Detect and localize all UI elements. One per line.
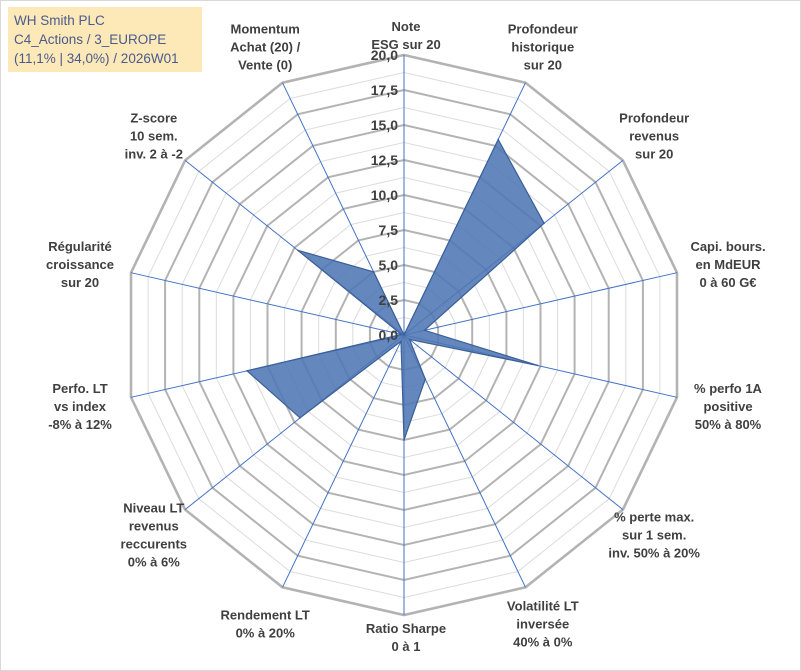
axis-label-line: Z-score	[130, 111, 177, 126]
axis-label: Momentum Achat (20) / Vente (0)	[230, 22, 300, 73]
axis-label: Profondeur revenus sur 20	[619, 111, 689, 162]
axis-label-line: 10 sem.	[130, 129, 178, 144]
axis-label: Volatilité LT inversée 40% à 0%	[507, 598, 579, 649]
axis-label-line: inv. 50% à 20%	[608, 546, 700, 561]
data-point	[403, 439, 405, 441]
tick-label: 15,0	[371, 117, 398, 133]
axis-label-line: inv. 2 à -2	[125, 147, 183, 162]
axis-label: Note ESG sur 20	[371, 19, 440, 52]
tick-label: 5,0	[379, 257, 399, 273]
period-label: (11,1% | 34,0%) / 2026W01	[14, 51, 179, 66]
data-point	[400, 340, 402, 343]
data-point	[424, 378, 427, 380]
axis-label: Profondeur historique sur 20	[508, 22, 578, 73]
axis-label-line: vs index	[54, 399, 107, 414]
chart-title-box: WH Smith PLC C4_Actions / 3_EUROPE (11,1…	[8, 7, 202, 72]
axis-label-line: Capi. bours.	[690, 239, 765, 254]
axis-label-line: Profondeur	[619, 111, 689, 126]
axis-label-line: revenus	[129, 519, 179, 534]
axis-label-line: -8% à 12%	[48, 417, 112, 432]
axis-label-line: Profondeur	[508, 22, 578, 37]
axis-label-line: Volatilité LT	[507, 598, 579, 613]
data-point	[537, 364, 539, 367]
axis-label-line: 40% à 0%	[513, 634, 573, 649]
axis-label-line: 50% à 80%	[695, 417, 762, 432]
axis-label-line: Momentum	[231, 22, 300, 37]
axis-label-line: sur 20	[635, 147, 673, 162]
tick-label: 2,5	[379, 292, 399, 308]
axis-label-line: 0% à 6%	[128, 555, 180, 570]
axis-spoke	[130, 272, 405, 336]
axis-label-line: ESG sur 20	[371, 37, 440, 52]
axis-spoke	[403, 334, 624, 510]
axis-label-line: sur 20	[61, 275, 99, 290]
axis-label-line: positive	[703, 399, 752, 414]
axis-label-line: 0 à 1	[392, 639, 421, 654]
axis-spoke	[282, 334, 405, 588]
axis-label: % perfo 1A positive 50% à 80%	[694, 381, 763, 432]
axis-label-line: Régularité	[48, 239, 112, 254]
axis-label: Z-score 10 sem. inv. 2 à -2	[125, 111, 183, 162]
tick-label: 10,0	[371, 187, 398, 203]
data-point	[246, 370, 248, 372]
tick-label: 0,0	[379, 327, 399, 343]
data-point	[423, 329, 426, 332]
axis-label-line: sur 1 sem.	[622, 528, 686, 543]
data-point	[400, 333, 403, 336]
tick-label: 12,5	[371, 152, 398, 168]
axis-label-line: historique	[511, 40, 574, 55]
axis-label-line: 0 à 60 G€	[699, 275, 756, 290]
axis-label-line: Niveau LT	[123, 501, 184, 516]
data-point	[543, 222, 545, 225]
axis-label-line: Perfo. LT	[52, 381, 107, 396]
axis-label-line: Vente (0)	[238, 58, 292, 73]
axis-label-line: croissance	[46, 257, 114, 272]
axis-label-line: revenus	[629, 129, 679, 144]
category-label: C4_Actions / 3_EUROPE	[14, 32, 167, 47]
axis-spoke	[403, 272, 678, 336]
data-point	[299, 417, 301, 419]
data-point	[403, 334, 405, 336]
axis-label-line: Rendement LT	[221, 607, 310, 622]
data-point	[372, 271, 375, 273]
axis-label-line: % perte max.	[614, 510, 694, 525]
data-point	[297, 249, 299, 252]
axis-label-line: Achat (20) /	[230, 40, 300, 55]
data-point	[408, 338, 411, 341]
axis-label: Perfo. LT vs index -8% à 12%	[48, 381, 112, 432]
axis-label-line: 0% à 20%	[236, 625, 296, 640]
axis-label: % perte max. sur 1 sem. inv. 50% à 20%	[608, 510, 700, 561]
axis-label-line: en MdEUR	[696, 257, 762, 272]
axis-label: Niveau LT revenus reccurents 0% à 6%	[121, 501, 187, 570]
data-point	[497, 138, 500, 141]
axis-label: Capi. bours. en MdEUR 0 à 60 G€	[690, 239, 765, 290]
axis-label-line: reccurents	[121, 537, 187, 552]
axis-label-line: % perfo 1A	[694, 381, 763, 396]
axis-label: Régularité croissance sur 20	[46, 239, 114, 290]
axis-label: Rendement LT 0% à 20%	[221, 607, 310, 640]
tick-label: 20,0	[371, 47, 398, 63]
axis-label-line: inversée	[516, 616, 569, 631]
axis-label-line: Ratio Sharpe	[366, 621, 446, 636]
tick-label: 7,5	[379, 222, 399, 238]
axis-label-line: sur 20	[524, 58, 562, 73]
tick-label: 17,5	[371, 82, 398, 98]
company-name: WH Smith PLC	[14, 13, 105, 28]
axis-label-line: Note	[392, 19, 421, 34]
axis-label: Ratio Sharpe 0 à 1	[366, 621, 446, 654]
